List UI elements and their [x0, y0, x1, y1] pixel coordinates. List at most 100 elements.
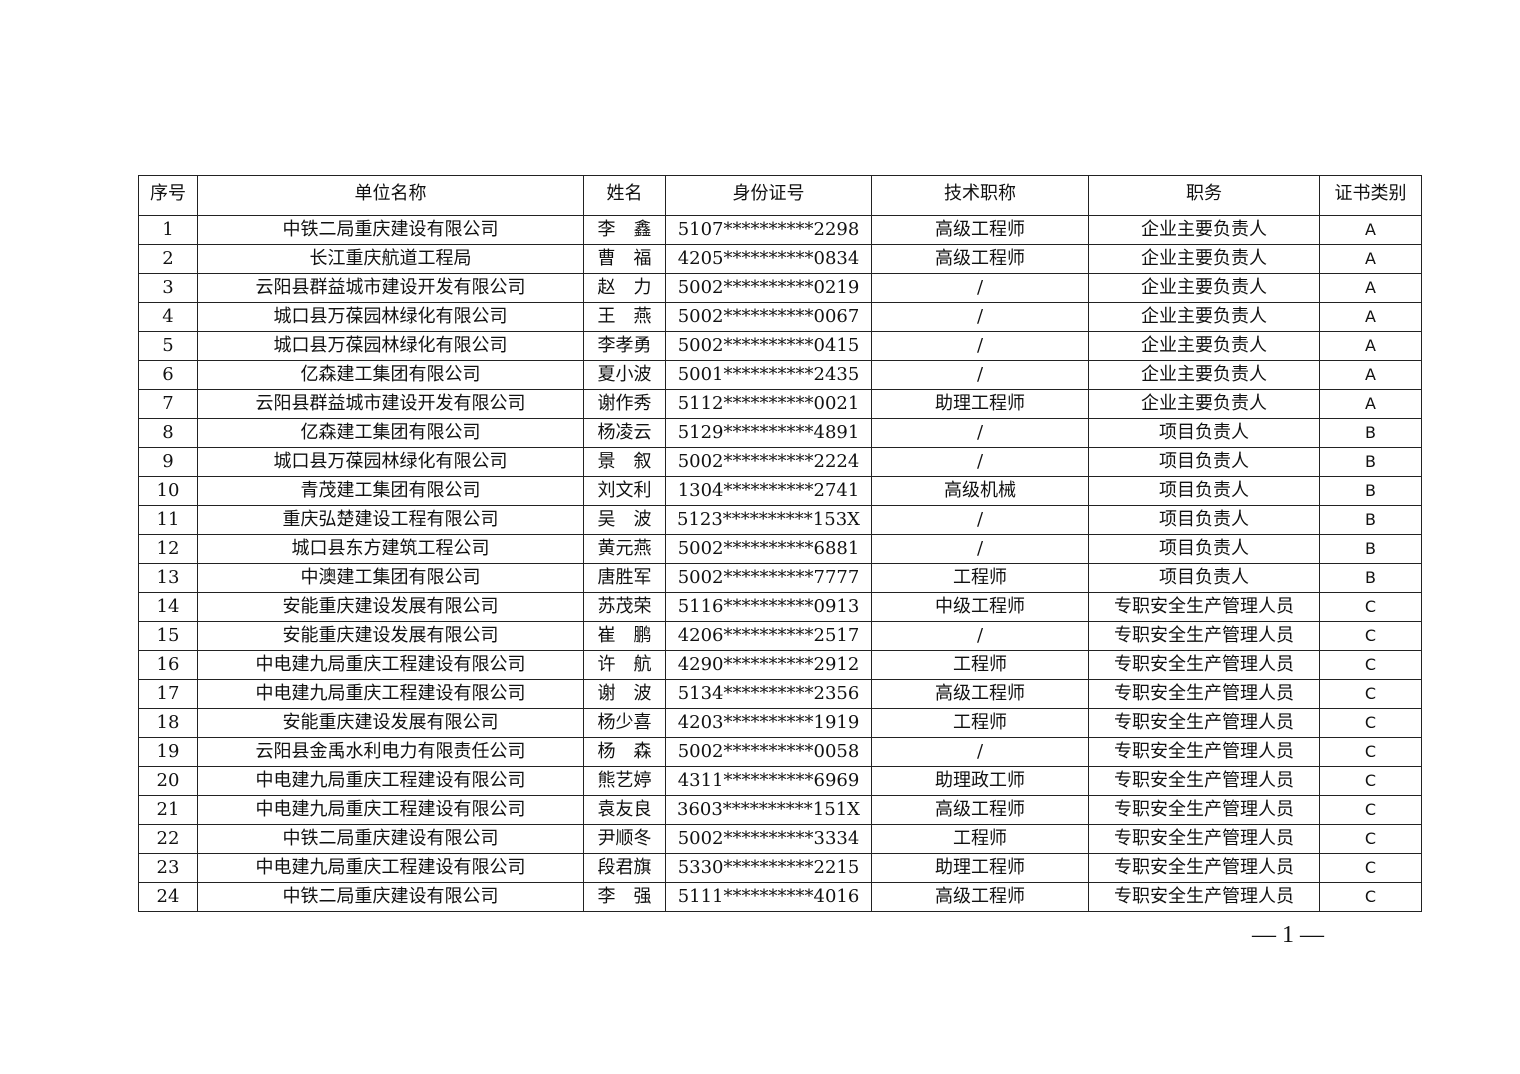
cell-company: 云阳县群益城市建设开发有限公司	[197, 273, 584, 303]
cell-position: 企业主要负责人	[1088, 244, 1320, 274]
cell-company: 亿森建工集团有限公司	[197, 418, 584, 448]
cell-company: 中电建九局重庆工程建设有限公司	[197, 650, 584, 680]
table-row: 9 城口县万葆园林绿化有限公司景 叙 5002**********2224/项目负责…	[138, 447, 1422, 477]
table-row: 8 亿森建工集团有限公司 杨凌云 5129**********4891/项目负责人 B	[138, 418, 1422, 448]
cell-title: /	[871, 621, 1089, 651]
cell-name: 熊艺婷	[583, 766, 666, 796]
cell-id-number: 5002**********0067	[665, 302, 872, 332]
cell-cert-type: A	[1319, 389, 1422, 419]
cell-cert-type: A	[1319, 244, 1422, 274]
cell-index: 22	[138, 824, 198, 854]
cell-company: 城口县万葆园林绿化有限公司	[197, 331, 584, 361]
cell-id-number: 5111**********4016	[665, 882, 872, 912]
cell-company: 云阳县群益城市建设开发有限公司	[197, 389, 584, 419]
cell-id-number: 4311**********6969	[665, 766, 872, 796]
cell-cert-type: A	[1319, 273, 1422, 303]
cell-title: /	[871, 360, 1089, 390]
header-position: 职务	[1088, 175, 1320, 216]
cell-company: 安能重庆建设发展有限公司	[197, 621, 584, 651]
cell-company: 中铁二局重庆建设有限公司	[197, 824, 584, 854]
cell-title: 助理工程师	[871, 389, 1089, 419]
cell-id-number: 5001**********2435	[665, 360, 872, 390]
cell-company: 中电建九局重庆工程建设有限公司	[197, 679, 584, 709]
cell-position: 专职安全生产管理人员	[1088, 853, 1320, 883]
cell-position: 专职安全生产管理人员	[1088, 766, 1320, 796]
cell-index: 20	[138, 766, 198, 796]
cell-name: 唐胜军	[583, 563, 666, 593]
cell-company: 中铁二局重庆建设有限公司	[197, 215, 584, 245]
cell-cert-type: B	[1319, 505, 1422, 535]
cell-name: 李孝勇	[583, 331, 666, 361]
cell-title: 高级工程师	[871, 882, 1089, 912]
cell-cert-type: B	[1319, 418, 1422, 448]
cell-cert-type: A	[1319, 215, 1422, 245]
cell-name: 赵 力	[583, 273, 666, 303]
cell-id-number: 5002**********7777	[665, 563, 872, 593]
table-row: 2 长江重庆航道工程局曹 福 4205**********0834 高级工程师 企业主要…	[138, 244, 1422, 274]
table-row: 1 中铁二局重庆建设有限公司李 鑫 5107**********2298 高级工程师企…	[138, 215, 1422, 245]
cell-index: 21	[138, 795, 198, 825]
cell-index: 1	[138, 215, 198, 245]
cell-index: 23	[138, 853, 198, 883]
cell-title: 高级工程师	[871, 679, 1089, 709]
cell-company: 中澳建工集团有限公司	[197, 563, 584, 593]
cell-company: 安能重庆建设发展有限公司	[197, 592, 584, 622]
cell-id-number: 5002**********0058	[665, 737, 872, 767]
table-row: 3 云阳县群益城市建设开发有限公司赵 力 5002**********0219/企业…	[138, 273, 1422, 303]
cell-id-number: 4290**********2912	[665, 650, 872, 680]
cell-id-number: 5112**********0021	[665, 389, 872, 419]
cell-position: 专职安全生产管理人员	[1088, 737, 1320, 767]
cell-id-number: 5002**********3334	[665, 824, 872, 854]
header-cert-type: 证书类别	[1319, 175, 1422, 216]
cell-index: 9	[138, 447, 198, 477]
cell-position: 项目负责人	[1088, 563, 1320, 593]
table-row: 17 中电建九局重庆工程建设有限公司谢 波 5134**********2356 高级…	[138, 679, 1422, 709]
cell-index: 17	[138, 679, 198, 709]
cell-id-number: 5107**********2298	[665, 215, 872, 245]
cell-title: 高级工程师	[871, 215, 1089, 245]
cell-cert-type: C	[1319, 592, 1422, 622]
cell-cert-type: A	[1319, 360, 1422, 390]
table-row: 16 中电建九局重庆工程建设有限公司许 航 4290**********2912 工程…	[138, 650, 1422, 680]
cell-position: 项目负责人	[1088, 534, 1320, 564]
cell-position: 企业主要负责人	[1088, 302, 1320, 332]
cell-name: 夏小波	[583, 360, 666, 390]
cell-index: 7	[138, 389, 198, 419]
cell-index: 16	[138, 650, 198, 680]
cell-company: 安能重庆建设发展有限公司	[197, 708, 584, 738]
cell-id-number: 5330**********2215	[665, 853, 872, 883]
cell-index: 2	[138, 244, 198, 274]
cell-cert-type: C	[1319, 679, 1422, 709]
cell-name: 吴 波	[583, 505, 666, 535]
cell-position: 专职安全生产管理人员	[1088, 795, 1320, 825]
cell-index: 13	[138, 563, 198, 593]
cell-company: 城口县万葆园林绿化有限公司	[197, 447, 584, 477]
cell-position: 专职安全生产管理人员	[1088, 650, 1320, 680]
cell-index: 3	[138, 273, 198, 303]
cell-name: 许 航	[583, 650, 666, 680]
cell-id-number: 5002**********0219	[665, 273, 872, 303]
cell-index: 14	[138, 592, 198, 622]
cell-name: 段君旗	[583, 853, 666, 883]
cell-title: /	[871, 418, 1089, 448]
table-row: 20 中电建九局重庆工程建设有限公司 熊艺婷 4311**********6969 助理…	[138, 766, 1422, 796]
cell-company: 中铁二局重庆建设有限公司	[197, 882, 584, 912]
cell-title: 高级工程师	[871, 244, 1089, 274]
cell-index: 18	[138, 708, 198, 738]
cell-title: 助理工程师	[871, 853, 1089, 883]
cell-cert-type: C	[1319, 621, 1422, 651]
cell-position: 专职安全生产管理人员	[1088, 592, 1320, 622]
cell-id-number: 4206**********2517	[665, 621, 872, 651]
cell-title: 工程师	[871, 563, 1089, 593]
cell-position: 企业主要负责人	[1088, 389, 1320, 419]
cell-name: 谢 波	[583, 679, 666, 709]
cell-name: 刘文利	[583, 476, 666, 506]
cell-position: 专职安全生产管理人员	[1088, 708, 1320, 738]
table-row: 6 亿森建工集团有限公司 夏小波 5001**********2435/企业主要负责人…	[138, 360, 1422, 390]
page-number: — 1 —	[1252, 922, 1324, 948]
cell-title: /	[871, 273, 1089, 303]
cell-position: 企业主要负责人	[1088, 360, 1320, 390]
table-row: 4 城口县万葆园林绿化有限公司王 燕 5002**********0067/企业主要…	[138, 302, 1422, 332]
cell-company: 城口县万葆园林绿化有限公司	[197, 302, 584, 332]
cell-id-number: 5123**********153X	[665, 505, 872, 535]
